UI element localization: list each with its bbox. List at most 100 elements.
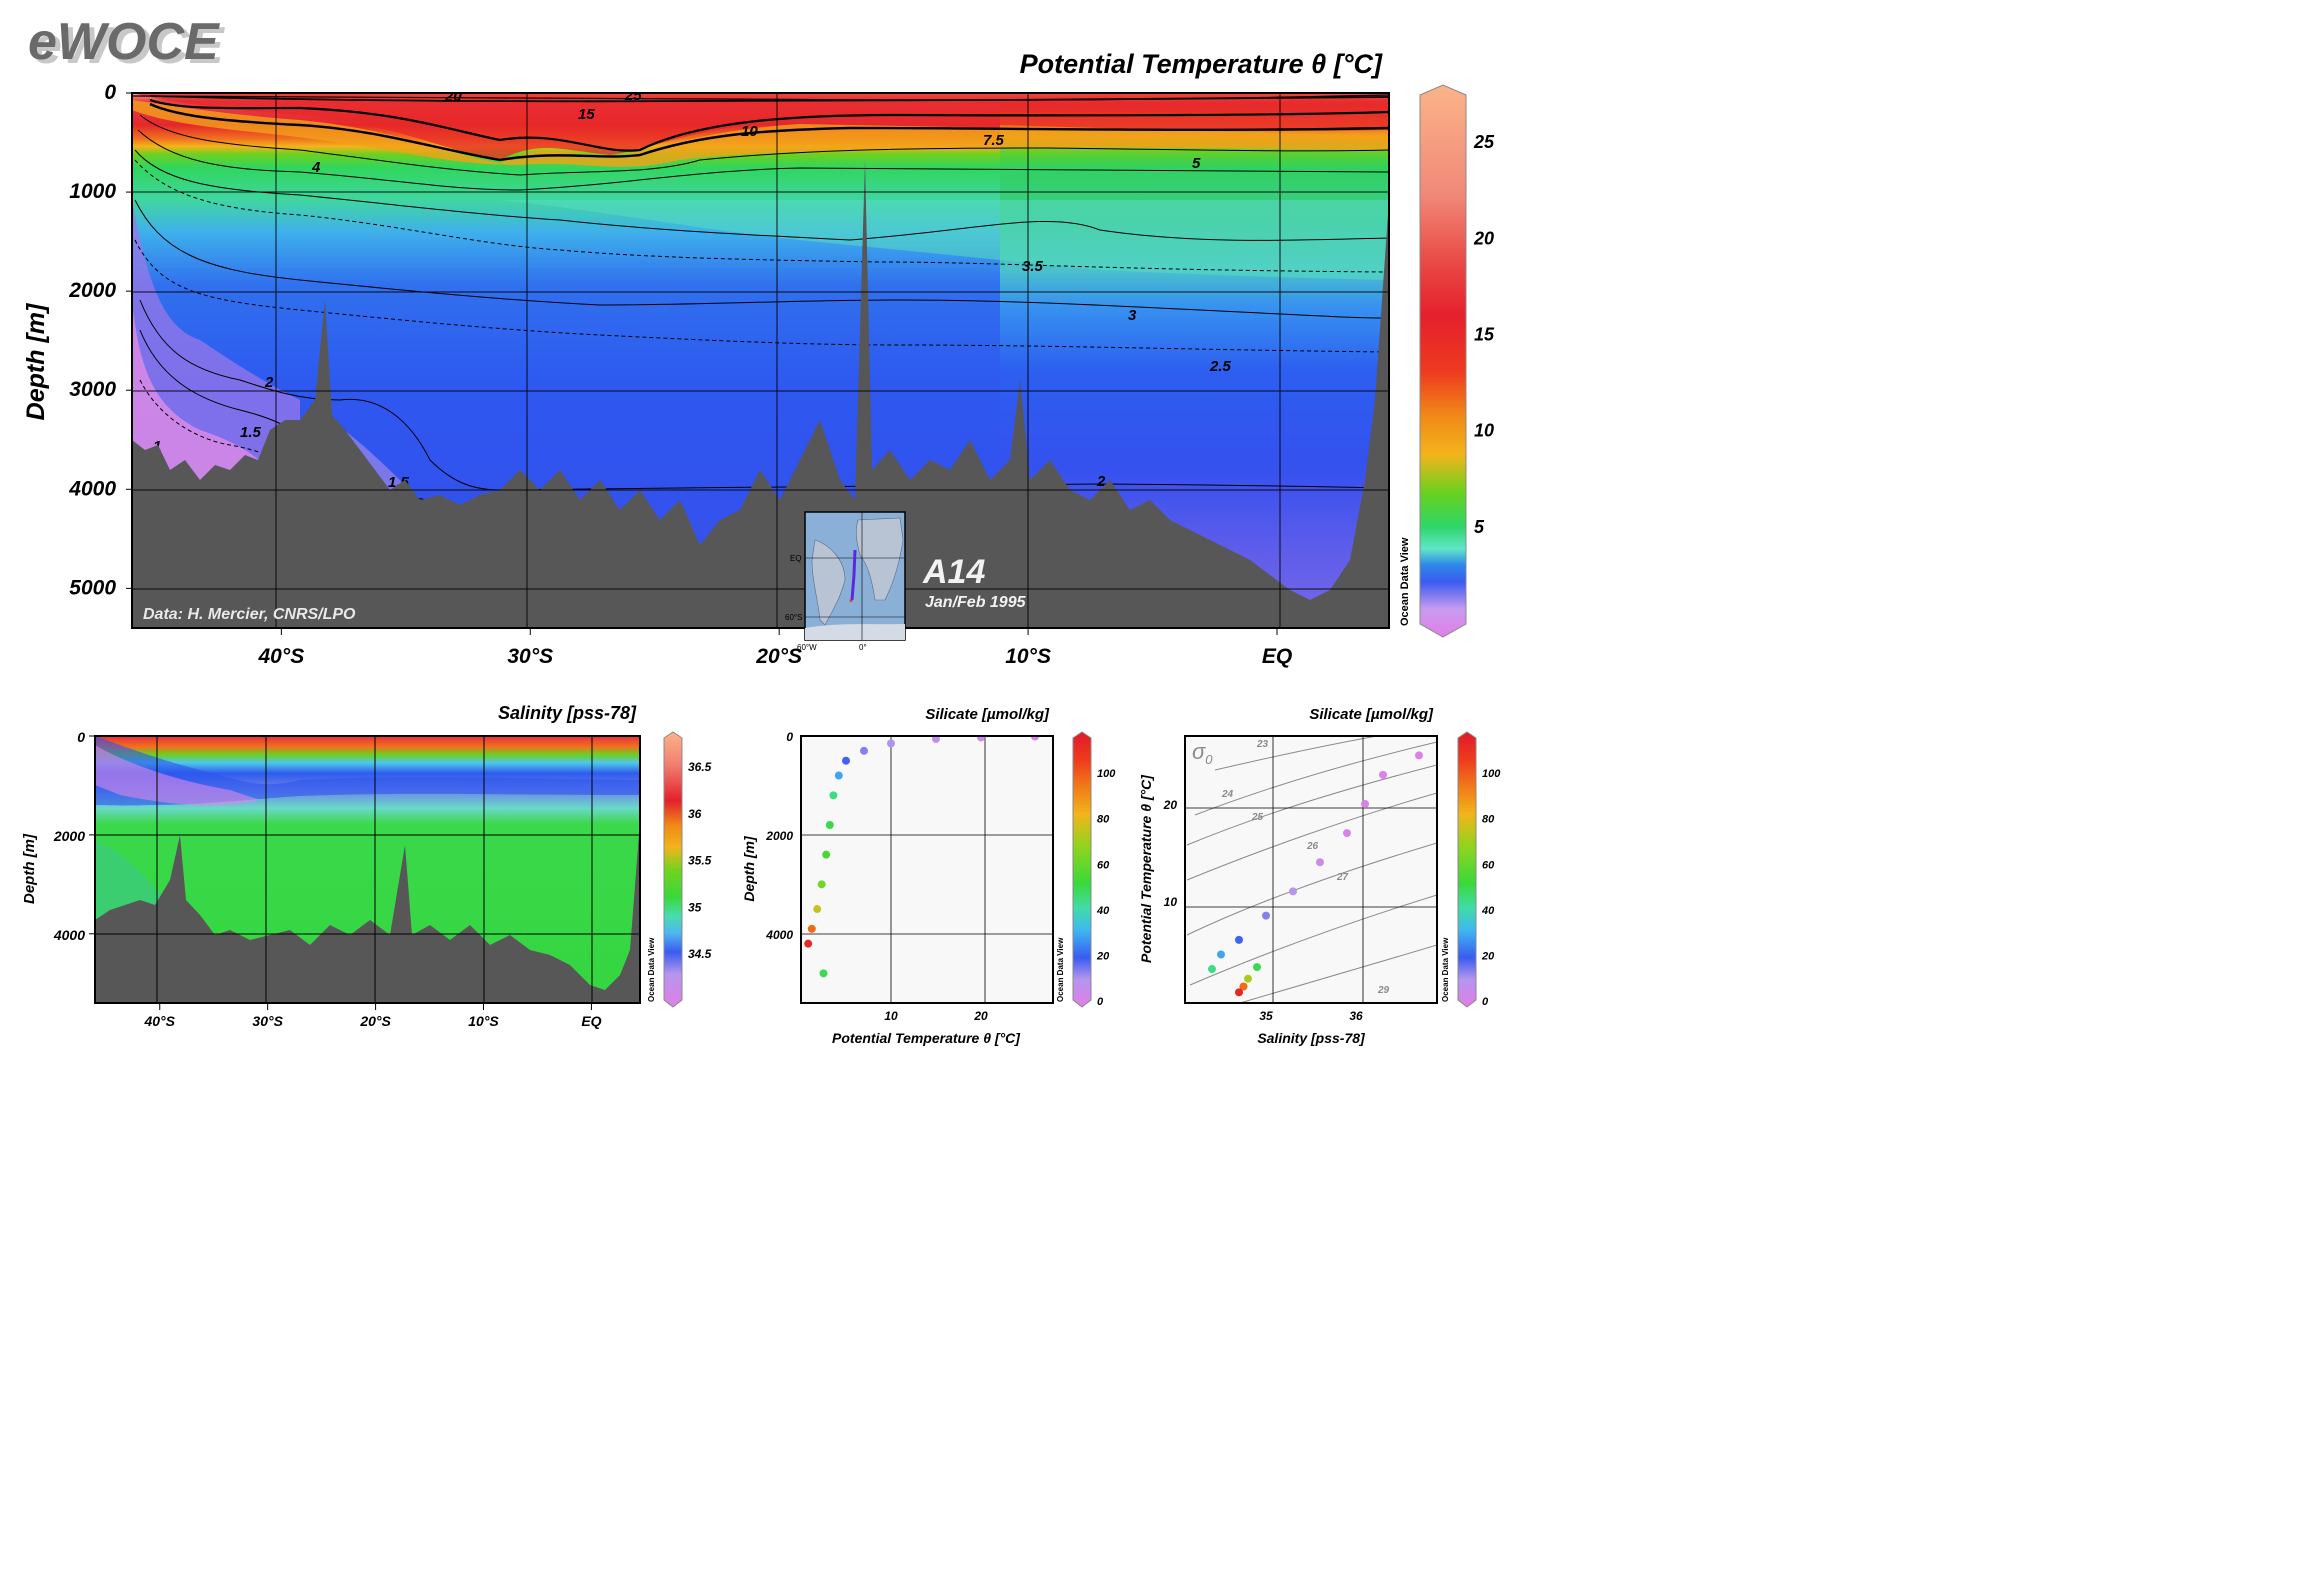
inset-label-0: 0° [859,643,867,652]
contour-2-5 [139,299,1389,491]
sigma0-label: σ0 [1192,739,1213,767]
ts-point [1217,950,1225,959]
contour-label-10: 10 [741,123,758,140]
sal-xtick-40°S: 40°S [143,1013,175,1029]
ts-x-label: Salinity [pss-78] [1257,1030,1366,1046]
silicate-depth-point [829,791,838,800]
ts-cbar-tick-0: 0 [1482,996,1489,1008]
isopycnal-24 [1194,741,1437,816]
contour-1-5 [139,379,301,471]
ts-x-axis: 35 36 [1259,1009,1363,1023]
warm-layer-bowl [132,93,1389,160]
ts-point [1415,751,1423,760]
sil-ytick-2000: 2000 [765,829,793,843]
sal-xtick-30°S: 30°S [252,1013,283,1029]
sal-xtick-EQ: EQ [581,1013,601,1029]
temperature-section-plot: 20 25 15 10 7.5 5 4 3.5 3 2.5 2 1.5 1 1.… [132,93,1389,628]
ts-bg [1185,736,1437,1003]
contour-label-2b: 2 [1096,473,1106,490]
main-plot-frame [131,92,1390,629]
silicate-depth-x-label: Potential Temperature θ [°C] [832,1030,1021,1046]
ts-cbar-tick-40: 40 [1481,905,1495,917]
inset-south-america [811,539,846,626]
main-colorbar: 5 10 15 20 25 Ocean Data View [1399,84,1495,638]
salinity-seafloor [95,820,640,1003]
sil-ytick-4000: 4000 [765,928,793,942]
contour-4 [134,149,1389,241]
contour-label-15: 15 [578,106,595,123]
ts-colorbar-ticks: 0 20 40 60 80 100 [1481,768,1501,1008]
salinity-y-axis: 0 2000 4000 [53,729,95,943]
main-colorbar-ticks: 5 10 15 20 25 [1473,132,1495,537]
isopycnal-label-29: 29 [1377,985,1390,996]
contour-15 [149,98,1389,152]
silicate-depth-y-axis: 0 2000 4000 [765,730,793,942]
main-cbar-tick-20: 20 [1473,228,1494,248]
ts-point [1208,965,1216,974]
sigma-subscript: 0 [1205,752,1213,767]
inset-cruise-track [850,549,857,601]
silicate-depth-point [825,821,834,829]
sal-cbar-tick-36: 36 [688,807,702,821]
silicate-depth-x-axis: 10 20 [884,1009,988,1023]
ts-y-axis: 10 20 [1163,798,1178,909]
sil-cbar-tick-20: 20 [1096,950,1110,962]
ts-colorbar-caption: Ocean Data View [1441,937,1450,1002]
ts-frame [1184,735,1438,1004]
main-colorbar-body [1419,84,1467,638]
salinity-x-axis: 40°S 30°S 20°S 10°S EQ [143,1003,602,1029]
silicate-depth-frame [800,735,1054,1004]
sil-cbar-tick-80: 80 [1097,814,1110,826]
main-ytick-1000: 1000 [69,180,116,203]
main-x-axis: 40°S 30°S 20°S 10°S EQ [257,628,1292,668]
silicate-depth-point [817,880,826,889]
silicate-depth-bg [801,736,1053,1003]
isopycnal-label-26: 26 [1306,841,1319,852]
contour-label-7-5: 7.5 [983,132,1005,149]
main-chart-title: Potential Temperature θ [°C] [1020,49,1383,79]
deep-teal-layer [500,200,1389,280]
silicate-depth-point [822,850,831,859]
silicate-depth-point [860,746,868,755]
contour-20 [149,95,1389,103]
inset-label-eq: EQ [790,554,802,563]
sal-ytick-2000: 2000 [53,828,85,844]
ts-cbar-tick-100: 100 [1482,768,1501,780]
silicate-depth-colorbar: 0 20 40 60 80 100 Ocean Data View [1056,731,1116,1008]
contour-7-5 [139,114,1389,176]
ts-xtick-35: 35 [1259,1009,1273,1023]
ts-point [1316,858,1324,867]
section-date: Jan/Feb 1995 [925,594,1027,611]
isopycnal-23 [1214,736,1380,771]
main-ytick-3000: 3000 [69,378,116,401]
salinity-blue-core [95,736,640,806]
silicate-depth-point [1031,736,1039,741]
ts-point [1253,963,1261,972]
ts-point [1235,988,1243,997]
sal-cbar-tick-36.5: 36.5 [688,760,712,774]
sal-ytick-0: 0 [77,729,85,745]
salinity-section-plot [95,736,640,1003]
silicate-depth-point [819,969,828,978]
contour-3-5-dashed [134,239,1389,353]
isopycnal-label-24: 24 [1221,789,1234,800]
main-y-axis-label: Depth [m] [22,302,50,420]
sal-xtick-20°S: 20°S [359,1013,391,1029]
ts-point [1239,982,1248,991]
contour-label-2-5: 2.5 [1209,358,1232,375]
ts-colorbar: 0 20 40 60 80 100 Ocean Data View [1441,731,1501,1008]
contour-label-1-5: 1.5 [240,424,262,441]
contour-label-2: 2 [264,374,274,391]
inset-label-60s: 60°S [785,613,802,622]
ts-cbar-tick-80: 80 [1482,814,1495,826]
main-cbar-tick-25: 25 [1473,132,1495,152]
sil-cbar-tick-100: 100 [1097,768,1116,780]
main-xtick-30°S: 30°S [507,645,553,668]
contour-3-5 [134,199,1389,319]
inset-label-60w: 60°W [797,643,817,652]
isopycnal-label-23: 23 [1256,739,1269,750]
sal-xtick-10°S: 10°S [468,1013,499,1029]
silicate-depth-point [932,736,940,743]
